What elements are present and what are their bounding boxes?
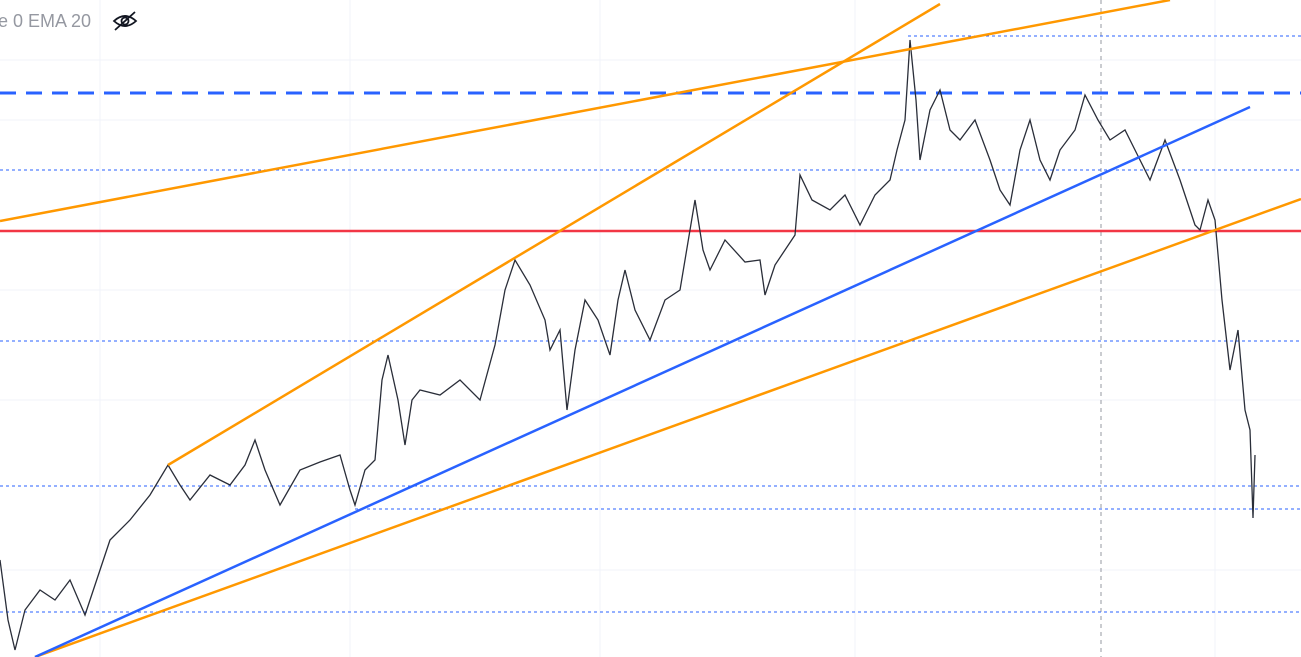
price-path bbox=[0, 39, 1256, 651]
indicator-legend: e 0 EMA 20 bbox=[0, 11, 91, 31]
hide-indicator-icon[interactable] bbox=[112, 11, 138, 31]
horizontal-levels bbox=[0, 35, 1301, 613]
